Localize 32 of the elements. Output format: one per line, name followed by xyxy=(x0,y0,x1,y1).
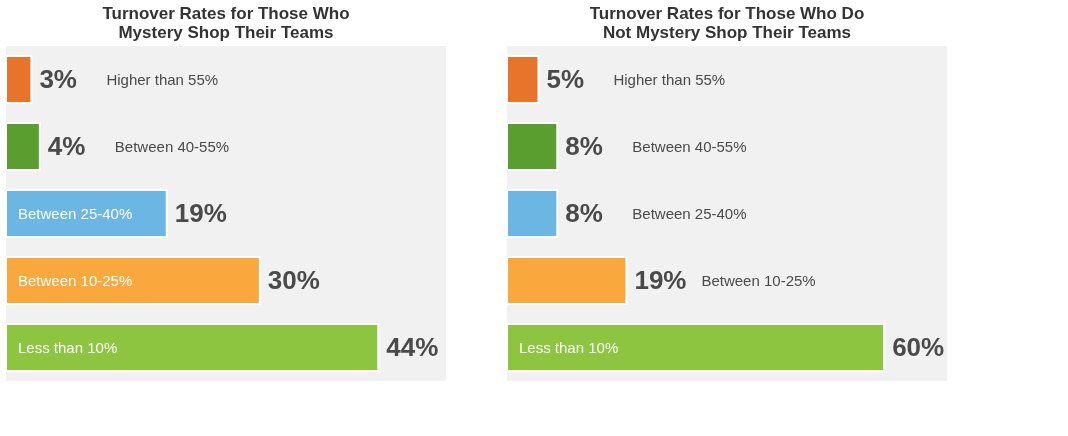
bar xyxy=(506,55,540,104)
category-label: Between 40-55% xyxy=(114,137,230,155)
chart-title: Turnover Rates for Those Who Do Not Mystery Shop Their Teams xyxy=(589,4,865,42)
bar xyxy=(506,323,886,372)
bar xyxy=(5,323,380,372)
data-label: 5% xyxy=(546,63,585,94)
bar xyxy=(506,256,628,305)
bar xyxy=(5,256,261,305)
data-label: 44% xyxy=(386,331,439,362)
data-label: 8% xyxy=(565,197,603,228)
bar xyxy=(5,122,41,171)
category-label: Between 40-55% xyxy=(632,137,747,155)
category-label: Less than 10% xyxy=(18,338,118,356)
bar xyxy=(506,122,559,171)
bar xyxy=(5,189,168,238)
category-label: Between 10-25% xyxy=(18,271,133,289)
category-label: Between 25-40% xyxy=(632,204,747,222)
bar xyxy=(506,189,559,238)
bar xyxy=(5,55,33,104)
category-label: Higher than 55% xyxy=(106,70,219,88)
category-label: Higher than 55% xyxy=(613,70,726,88)
data-label: 8% xyxy=(565,130,603,161)
data-label: 19% xyxy=(174,197,227,228)
data-label: 60% xyxy=(892,331,945,362)
data-label: 30% xyxy=(267,264,320,295)
category-label: Less than 10% xyxy=(519,338,619,356)
data-label: 4% xyxy=(47,130,86,161)
data-label: 3% xyxy=(39,63,77,94)
category-label: Between 25-40% xyxy=(18,204,133,222)
data-label: 19% xyxy=(634,264,687,295)
chart-title: Turnover Rates for Those Who Mystery Shop Their Teams xyxy=(102,4,350,42)
category-label: Between 10-25% xyxy=(701,271,816,289)
